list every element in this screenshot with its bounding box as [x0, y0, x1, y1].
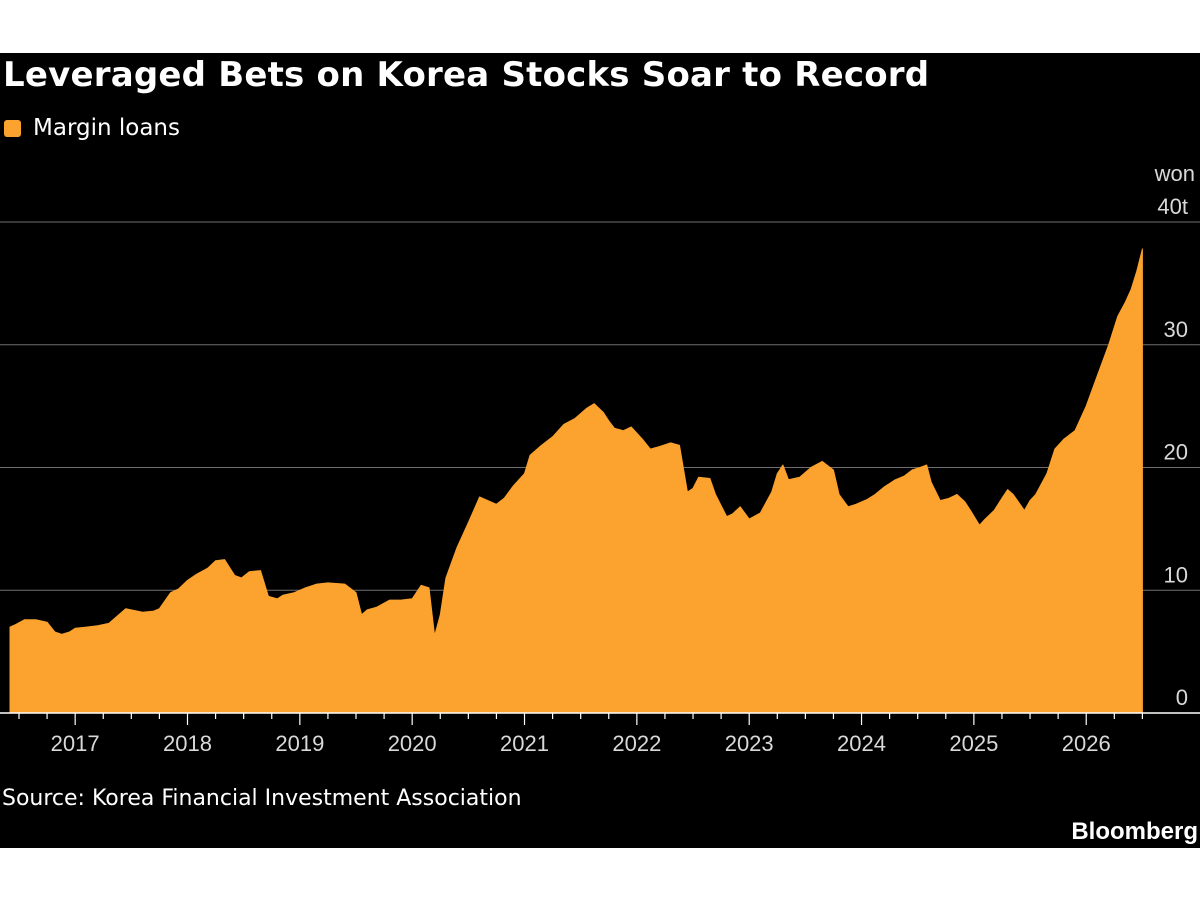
x-tick-label: 2026 — [1062, 731, 1111, 756]
y-tick-label: 20 — [1164, 440, 1188, 465]
y-tick-label: 10 — [1164, 562, 1188, 587]
y-tick-label: 30 — [1164, 317, 1188, 342]
legend-swatch — [4, 119, 21, 137]
chart-panel: Leveraged Bets on Korea Stocks Soar to R… — [0, 53, 1200, 848]
chart-title: Leveraged Bets on Korea Stocks Soar to R… — [3, 55, 930, 95]
legend: Margin loans — [4, 115, 180, 141]
margin-loans-area — [9, 248, 1143, 714]
x-tick-label: 2025 — [949, 731, 998, 756]
y-tick-label: 40t — [1157, 194, 1188, 219]
x-tick-label: 2023 — [725, 731, 774, 756]
bloomberg-logo: Bloomberg — [1071, 818, 1198, 845]
x-tick-label: 2018 — [163, 731, 212, 756]
y-unit-label: won — [1154, 161, 1195, 186]
legend-label: Margin loans — [33, 115, 180, 141]
x-tick-label: 2020 — [388, 731, 437, 756]
area-chart: 0 10 20 30 40t won 2017 2018 2019 2020 2021 2022 202… — [0, 161, 1200, 756]
x-tick-label: 2017 — [51, 731, 100, 756]
x-tick-label: 2019 — [275, 731, 324, 756]
y-tick-label: 0 — [1176, 685, 1188, 710]
x-tick-label: 2024 — [837, 731, 886, 756]
source-note: Source: Korea Financial Investment Assoc… — [2, 786, 522, 811]
x-tick-label: 2021 — [500, 731, 549, 756]
x-tick-label: 2022 — [612, 731, 661, 756]
